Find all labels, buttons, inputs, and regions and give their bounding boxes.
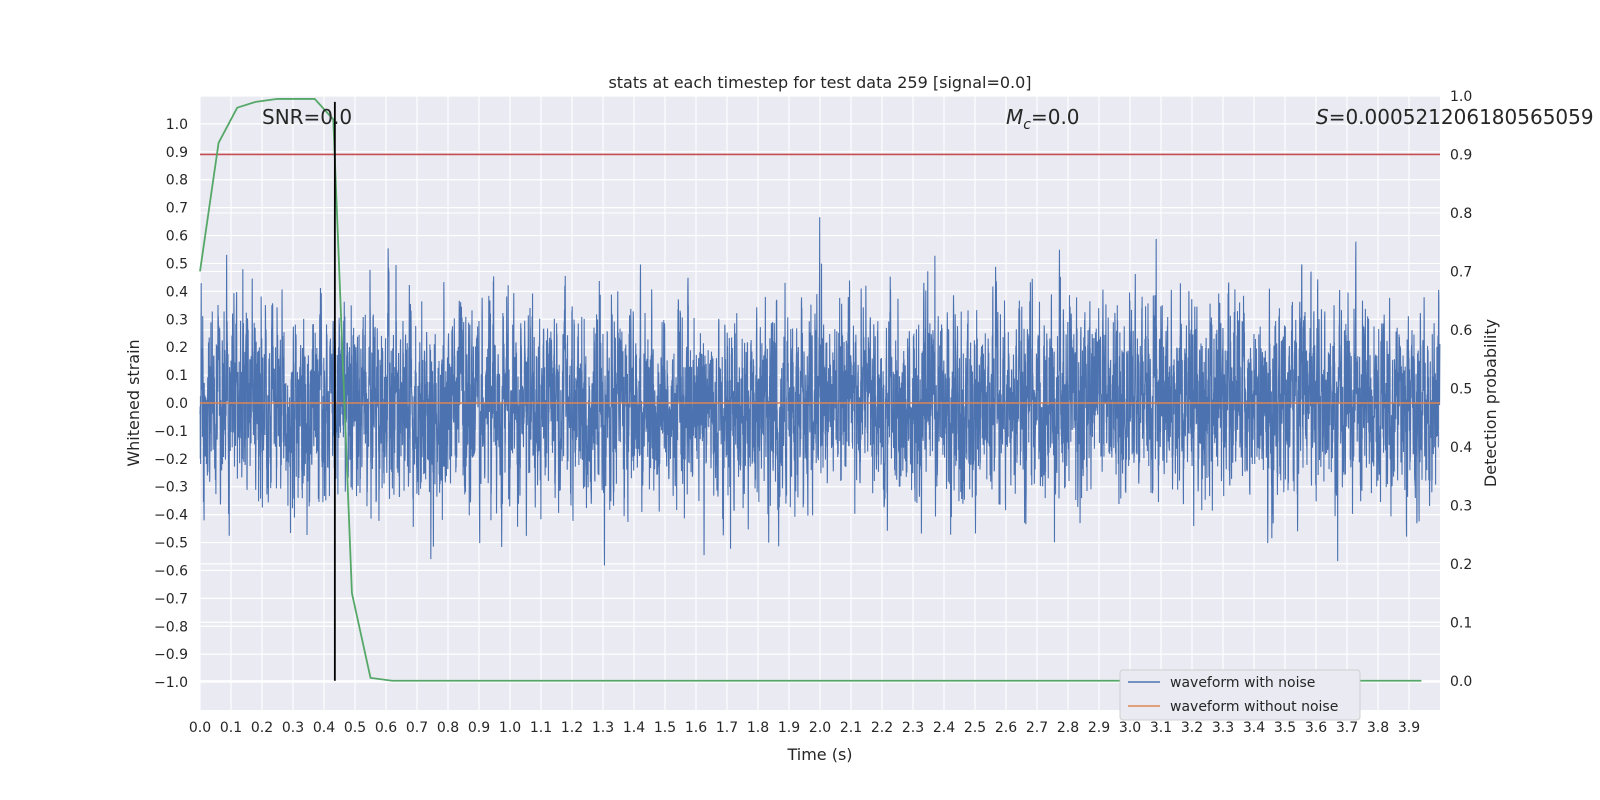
y-left-tick-label: −0.2 (154, 452, 188, 468)
legend: waveform with noise waveform without noi… (1119, 669, 1361, 721)
series-detection-probability (199, 98, 1422, 682)
x-tick-label: 2.8 (1057, 720, 1079, 736)
mc-annotation: Mc=0.0 (1006, 105, 1080, 133)
y-left-tick-label: −0.6 (154, 563, 188, 579)
series-waveform-with-noise (199, 217, 1441, 566)
x-tick-label: 1.4 (623, 720, 645, 736)
x-tick-label: 2.3 (902, 720, 924, 736)
s-value: =0.000521206180565059 (1329, 105, 1594, 129)
x-tick-label: 2.5 (964, 720, 986, 736)
x-tick-label: 2.0 (809, 720, 831, 736)
y-left-tick-label: 0.5 (166, 256, 188, 272)
y-left-tick-label: −1.0 (154, 675, 188, 691)
legend-box (1119, 669, 1361, 721)
x-tick-label: 0.3 (282, 720, 304, 736)
y-left-tick-label: 0.4 (166, 284, 188, 300)
x-tick-label: 3.9 (1398, 720, 1420, 736)
x-tick-label: 2.2 (871, 720, 893, 736)
x-tick-label: 3.5 (1274, 720, 1296, 736)
x-tick-label: 2.1 (840, 720, 862, 736)
x-tick-label: 2.7 (1026, 720, 1048, 736)
x-tick-label: 1.5 (654, 720, 676, 736)
y-left-tick-label: −0.8 (154, 619, 188, 635)
x-tick-label: 3.8 (1367, 720, 1389, 736)
y-left-tick-label: 0.2 (166, 340, 188, 356)
y-left-tick-label: 1.0 (166, 117, 188, 133)
y-left-tick-label: 0.1 (166, 368, 188, 384)
y-left-tick-label: 0.3 (166, 312, 188, 328)
y-right-tick-label: 0.8 (1450, 206, 1472, 222)
y-left-tick-label: 0.0 (166, 396, 188, 412)
x-tick-label: 0.7 (406, 720, 428, 736)
y-left-axis-label: Whitened strain (124, 339, 143, 466)
x-tick-label: 3.2 (1181, 720, 1203, 736)
y-right-tick-label: 0.1 (1450, 615, 1472, 631)
y-right-tick-label: 0.7 (1450, 264, 1472, 280)
y-right-axis-label: Detection probability (1481, 319, 1500, 487)
y-left-tick-label: 0.8 (166, 173, 188, 189)
x-axis-label: Time (s) (786, 745, 852, 764)
x-tick-label: 0.5 (344, 720, 366, 736)
y-right-tick-label: 0.0 (1450, 674, 1472, 690)
x-tick-label: 1.3 (592, 720, 614, 736)
y-left-tick-label: −0.1 (154, 424, 188, 440)
x-tick-label: 3.4 (1243, 720, 1265, 736)
x-tick-label: 3.0 (1119, 720, 1141, 736)
x-tick-label: 1.0 (499, 720, 521, 736)
legend-label-noise: waveform with noise (1170, 675, 1315, 691)
x-tick-label: 1.6 (685, 720, 707, 736)
y-right-tick-label: 0.4 (1450, 440, 1472, 456)
x-tick-label: 1.7 (716, 720, 738, 736)
x-tick-label: 3.3 (1212, 720, 1234, 736)
y-left-tick-label: 0.7 (166, 201, 188, 217)
chart-title: stats at each timestep for test data 259… (608, 73, 1031, 92)
x-tick-label: 0.1 (220, 720, 242, 736)
y-right-tick-label: 0.5 (1450, 381, 1472, 397)
x-tick-label: 0.9 (468, 720, 490, 736)
snr-annotation: SNR=0.0 (262, 105, 352, 129)
y-left-tick-label: 0.9 (166, 145, 188, 161)
x-tick-label: 0.6 (375, 720, 397, 736)
x-tick-label: 2.9 (1088, 720, 1110, 736)
x-tick-label: 0.8 (437, 720, 459, 736)
x-tick-label: 3.7 (1336, 720, 1358, 736)
x-tick-label: 2.6 (995, 720, 1017, 736)
y-left-tick-labels: −1.0 −0.9 −0.8 −0.7 −0.6 −0.5 −0.4 −0.3 −0.2 −0.1… (154, 117, 188, 691)
x-tick-label: 1.8 (747, 720, 769, 736)
noise-series (199, 217, 1441, 566)
y-left-tick-label: −0.4 (154, 508, 188, 524)
y-right-tick-label: 0.9 (1450, 147, 1472, 163)
x-tick-label: 0.2 (251, 720, 273, 736)
y-left-tick-label: −0.5 (154, 536, 188, 552)
x-tick-label: 0.0 (189, 720, 211, 736)
x-tick-label: 1.1 (530, 720, 552, 736)
mc-subscript: c (1023, 117, 1031, 133)
x-tick-label: 2.4 (933, 720, 955, 736)
x-tick-label: 0.4 (313, 720, 335, 736)
legend-label-clean: waveform without noise (1170, 699, 1338, 715)
y-left-tick-label: −0.7 (154, 591, 188, 607)
x-tick-label: 1.2 (561, 720, 583, 736)
y-right-tick-label: 0.6 (1450, 323, 1472, 339)
mc-symbol: M (1006, 105, 1023, 129)
overlay-series (199, 98, 1440, 682)
y-right-tick-labels: 0.0 0.1 0.2 0.3 0.4 0.5 0.6 0.7 0.8 0.9 1.0 (1450, 89, 1472, 690)
y-right-tick-label: 1.0 (1450, 89, 1472, 105)
y-right-tick-label: 0.2 (1450, 557, 1472, 573)
s-annotation: S=0.000521206180565059 (1316, 105, 1594, 129)
y-left-tick-label: −0.3 (154, 480, 188, 496)
x-tick-label: 1.9 (778, 720, 800, 736)
x-tick-labels: 0.0 0.1 0.2 0.3 0.4 0.5 0.6 0.7 0.8 0.9 1.0 1.1 1.2 1… (189, 720, 1420, 736)
y-right-tick-label: 0.3 (1450, 498, 1472, 514)
y-left-tick-label: −0.9 (154, 647, 188, 663)
mc-value: =0.0 (1031, 105, 1080, 129)
x-tick-label: 3.1 (1150, 720, 1172, 736)
x-tick-label: 3.6 (1305, 720, 1327, 736)
y-left-tick-label: 0.6 (166, 229, 188, 245)
s-symbol: S (1316, 105, 1329, 129)
